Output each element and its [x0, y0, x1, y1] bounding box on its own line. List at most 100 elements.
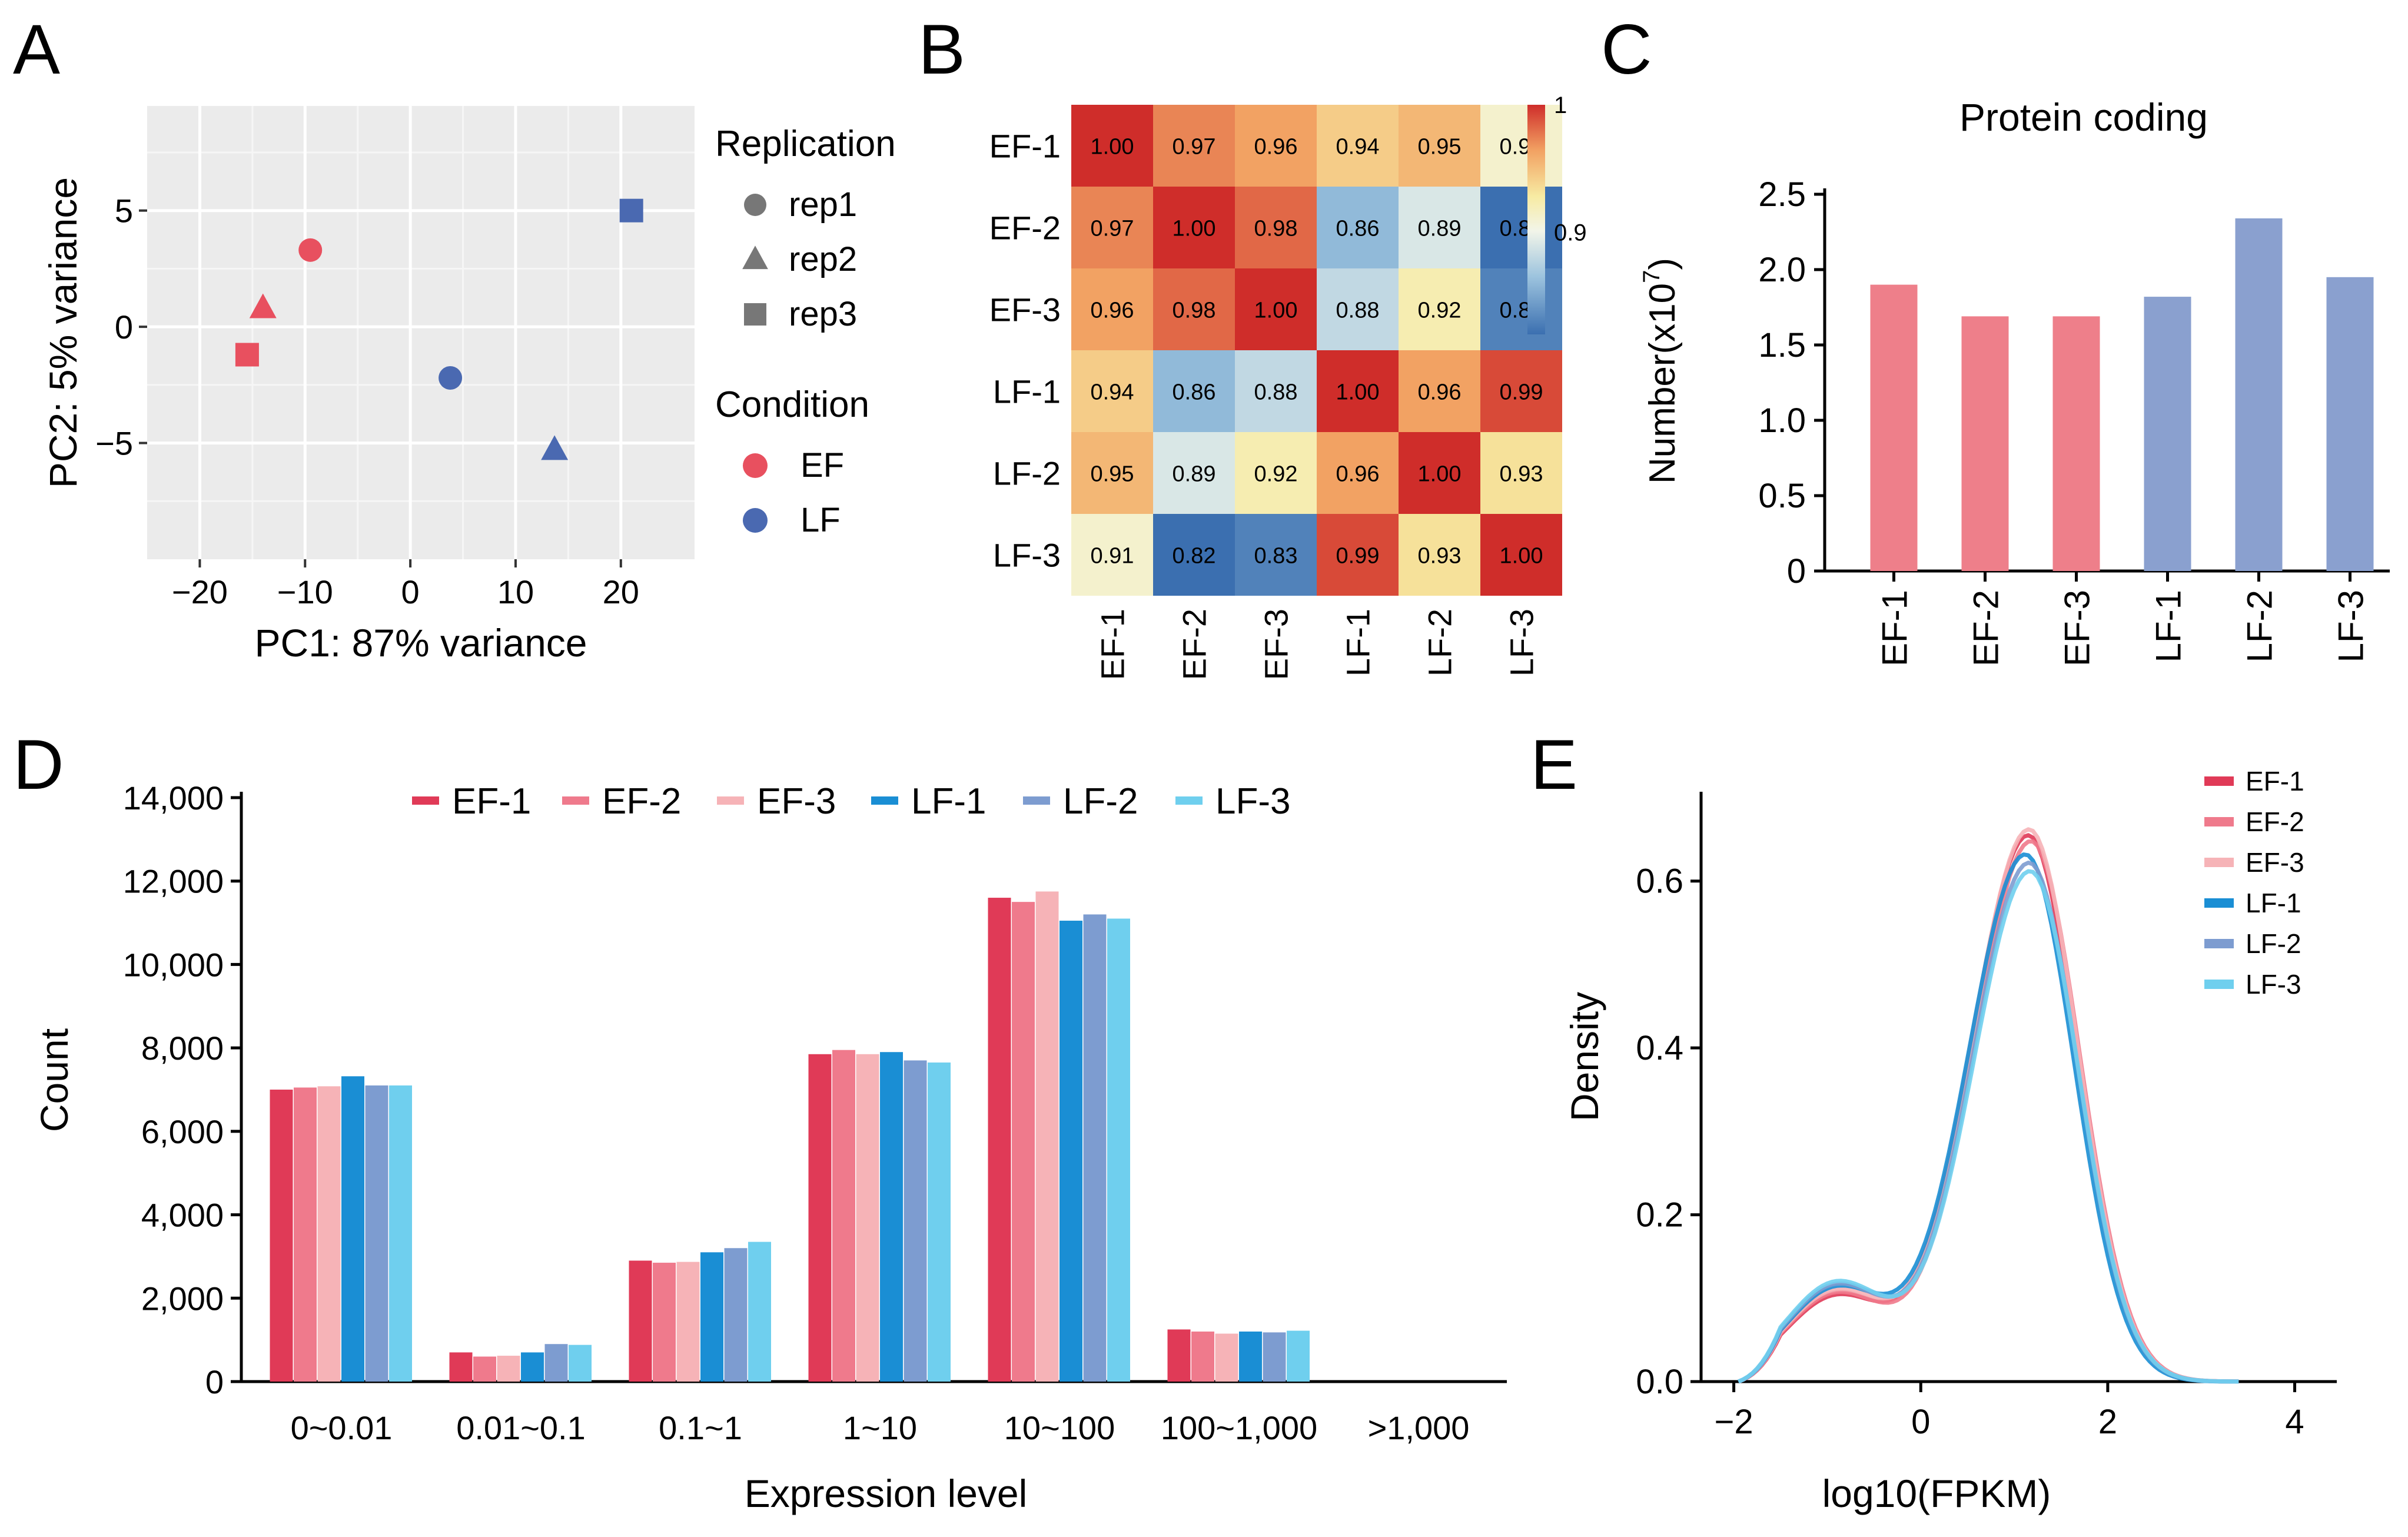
- legend-label-ef-1: EF-1: [2246, 766, 2304, 796]
- legend-label-lf-3: LF-3: [2246, 969, 2301, 1000]
- expression-bar-ef-1: [270, 1090, 293, 1382]
- heatmap-cell-value: 0.93: [1418, 544, 1462, 569]
- heatmap-cell-value: 0.91: [1091, 544, 1134, 569]
- pca-x-tick-label: 0: [401, 573, 420, 610]
- heatmap-cell-value: 1.00: [1418, 462, 1462, 487]
- legend-label-lf: LF: [801, 501, 841, 539]
- heatmap-row-label: EF-1: [989, 128, 1061, 165]
- protein-ylabel-end: ): [1642, 258, 1683, 270]
- expression-bars: [270, 891, 1310, 1382]
- colorbar-label: 1: [1554, 92, 1567, 118]
- expression-bar-lf-1: [1059, 921, 1082, 1382]
- protein-y-tick-label: 2.5: [1758, 175, 1806, 214]
- expression-x-tick-label: 0~0.01: [291, 1409, 393, 1446]
- expression-bar-ef-2: [832, 1050, 855, 1382]
- density-ylabel: Density: [1563, 992, 1606, 1121]
- protein-bar-lf-3: [2326, 277, 2374, 571]
- expression-bar-ef-2: [1191, 1331, 1214, 1382]
- protein-title: Protein coding: [1959, 95, 2208, 139]
- expression-bar-ef-2: [653, 1263, 676, 1382]
- density-y-tick-label: 0.4: [1636, 1029, 1683, 1067]
- heatmap-labels: EF-1 EF-1 EF-2 EF-2 EF-3 EF-3 LF-1 LF-1 LF-2 LF-2…: [989, 128, 1540, 680]
- protein-y-tick-label: 0.5: [1758, 477, 1806, 515]
- legend-key-lf-3: [1175, 796, 1203, 805]
- expression-bar-lf-1: [1239, 1331, 1262, 1382]
- legend-label-lf-1: LF-1: [911, 781, 986, 822]
- expression-bar-ef-2: [1012, 902, 1035, 1382]
- expression-bar-lf-1: [521, 1352, 544, 1382]
- heatmap-cell: [1399, 187, 1480, 268]
- density-lines: [1738, 827, 2239, 1384]
- legend-label-lf-1: LF-1: [2246, 888, 2301, 918]
- expression-bar-lf-3: [389, 1085, 412, 1382]
- expression-bar-lf-3: [1107, 918, 1130, 1382]
- pca-points: [235, 198, 643, 460]
- heatmap-row-label: EF-2: [989, 210, 1061, 247]
- legend-label-ef-1: EF-1: [452, 781, 531, 822]
- colorbar-ticks: 10.9: [1554, 92, 1587, 246]
- heatmap-cell: [1480, 350, 1562, 432]
- protein-coding-chart: Protein coding 0 0.5 1.0 1.5 2.0 2.5 EF-1 EF-2 E…: [1639, 95, 2390, 666]
- legend-label-ef-2: EF-2: [2246, 806, 2304, 837]
- pca-point-ef-rep1: [298, 238, 323, 262]
- legend-key-lf-2: [2204, 939, 2234, 948]
- heatmap-cell: [1317, 187, 1399, 268]
- heatmap-col-label: EF-2: [1176, 609, 1213, 680]
- protein-x-tick-label: LF-1: [2149, 590, 2188, 662]
- pca-point-lf-rep3: [619, 198, 643, 223]
- expression-y-tick-label: 8,000: [141, 1030, 224, 1067]
- heatmap-row-label: LF-3: [993, 537, 1061, 574]
- density-axes: 0.0 0.2 0.4 0.6 −2 0 2 4: [1636, 792, 2337, 1441]
- density-x-tick-label: −2: [1715, 1403, 1753, 1441]
- heatmap-cell-value: 0.98: [1254, 217, 1298, 241]
- pca-x-tick-label: 10: [497, 573, 534, 610]
- heatmap-cells: 1.00 0.97 0.96 0.94 0.95 0.91 0.97 1.00 0.98 0.86…: [1071, 105, 1562, 596]
- heatmap-cell-value: 0.99: [1500, 380, 1543, 405]
- density-legend: EF-1 EF-2 EF-3 LF-1 LF-2 LF-3: [2204, 766, 2304, 1000]
- heatmap-cell: [1399, 514, 1480, 596]
- protein-x-tick-label: LF-3: [2331, 590, 2371, 662]
- heatmap-cell: [1399, 268, 1480, 350]
- heatmap-cell-value: 0.89: [1418, 217, 1462, 241]
- heatmap-cell-value: 0.92: [1418, 298, 1462, 323]
- expression-bar-lf-2: [1083, 914, 1107, 1382]
- protein-x-tick-label: LF-2: [2240, 590, 2280, 662]
- expression-bar-ef-3: [1035, 891, 1059, 1382]
- heatmap-cell: [1153, 514, 1235, 596]
- legend-label-rep1: rep1: [789, 185, 857, 224]
- heatmap-cell-value: 0.96: [1091, 298, 1134, 323]
- expression-bar-ef-1: [1167, 1329, 1191, 1382]
- legend-key-ef-2: [2204, 817, 2234, 826]
- expression-bar-lf-1: [880, 1052, 903, 1382]
- heatmap-cell: [1153, 350, 1235, 432]
- heatmap-row-label: LF-2: [993, 455, 1061, 492]
- legend-key-rep3: [744, 303, 766, 326]
- heatmap-cell: [1317, 268, 1399, 350]
- expression-bar-lf-2: [544, 1344, 568, 1382]
- heatmap-cell-value: 0.96: [1336, 462, 1380, 487]
- heatmap-cell: [1480, 187, 1562, 268]
- heatmap-cell: [1235, 432, 1317, 514]
- panel-label-d: D: [13, 725, 64, 804]
- heatmap-cell: [1235, 268, 1317, 350]
- pca-x-tick-label: −20: [172, 573, 228, 610]
- heatmap-cell: [1317, 350, 1399, 432]
- heatmap-cell: [1399, 105, 1480, 187]
- expression-bar-lf-1: [341, 1076, 364, 1382]
- panel-label-c: C: [1601, 10, 1652, 89]
- pca-y-tick-label: −5: [95, 425, 133, 462]
- expression-bar-lf-2: [724, 1248, 748, 1382]
- heatmap-cell: [1071, 105, 1153, 187]
- expression-bar-ef-2: [473, 1356, 496, 1382]
- protein-y-tick-label: 0: [1787, 552, 1806, 590]
- heatmap-cell-value: 0.86: [1336, 217, 1380, 241]
- pca-axes: −20 −10 0 10 20 −5 0 5: [95, 192, 639, 610]
- density-chart: 0.0 0.2 0.4 0.6 −2 0 2 4 EF-1 EF-2 EF-3 LF-1 LF-2 LF…: [1563, 766, 2337, 1515]
- protein-bar-ef-1: [1870, 284, 1918, 571]
- heatmap-col-label: EF-3: [1258, 609, 1295, 680]
- expression-bar-ef-3: [676, 1262, 700, 1382]
- density-x-tick-label: 2: [2098, 1403, 2117, 1441]
- expression-bar-lf-3: [928, 1062, 951, 1382]
- protein-x-tick-label: EF-1: [1875, 590, 1915, 666]
- density-y-tick-label: 0.0: [1636, 1363, 1683, 1401]
